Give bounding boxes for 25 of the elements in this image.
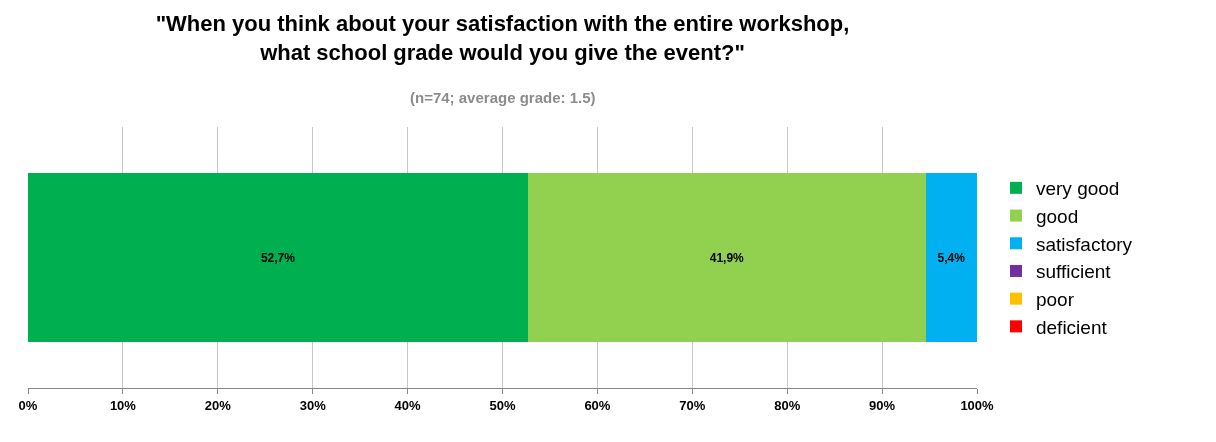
x-tick-label: 40%	[394, 397, 422, 413]
x-tick-label: 100%	[960, 397, 995, 413]
x-tick-label: 20%	[204, 397, 232, 413]
x-tick-label: 50%	[489, 397, 516, 413]
data-label: 5,4%	[937, 250, 966, 265]
data-label: 52,7%	[260, 250, 296, 265]
legend-label: deficient	[1035, 316, 1108, 338]
legend-label: very good	[1035, 178, 1120, 200]
chart-subtitle: (n=74; average grade: 1.5)	[410, 89, 596, 106]
x-tick-label: 10%	[109, 397, 137, 413]
x-tick-label: 30%	[299, 397, 327, 413]
x-tick-label: 90%	[869, 397, 896, 413]
bar	[925, 172, 977, 343]
bar	[28, 172, 529, 343]
legend-label: good	[1035, 205, 1079, 227]
x-tick-label: 70%	[679, 397, 706, 413]
x-tick-label: 80%	[774, 397, 801, 413]
legend-label: satisfactory	[1035, 233, 1133, 255]
data-label: 41,9%	[709, 250, 745, 265]
x-tick-label: 60%	[584, 397, 611, 413]
legend-label: sufficient	[1035, 261, 1112, 283]
bar	[528, 172, 926, 343]
x-tick-label: 0%	[18, 397, 38, 413]
chart-title: "When you think about your satisfaction with the entire workshop, what school grade would you give the event?"	[155, 10, 850, 65]
legend-label: poor	[1035, 289, 1075, 311]
